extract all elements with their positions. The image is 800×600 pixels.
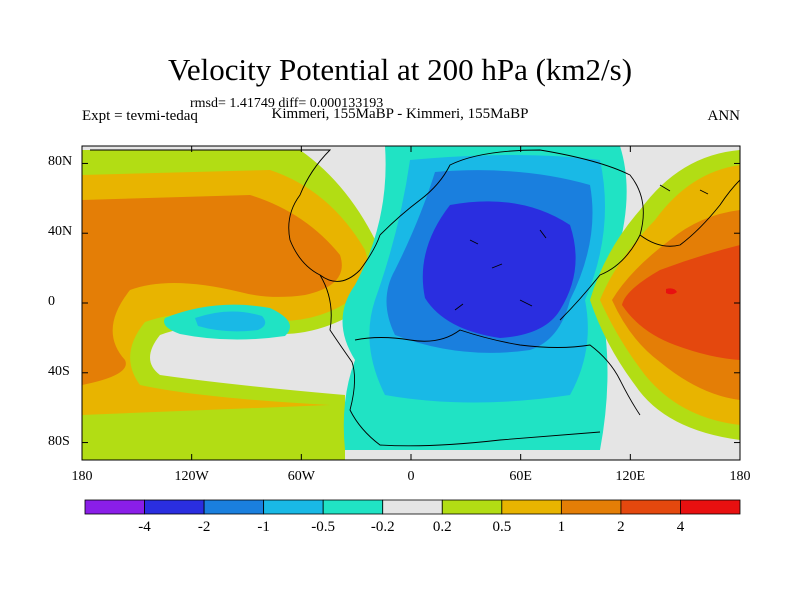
colorbar-swatch <box>441 499 503 515</box>
season-label: ANN <box>707 108 741 124</box>
experiment-label: Expt = tevmi-tedaq <box>82 108 198 124</box>
colorbar-label: -2 <box>197 519 211 535</box>
colorbar-label: 4 <box>676 519 685 535</box>
y-tick-label: 0 <box>48 294 55 309</box>
coast-north-america <box>90 149 381 282</box>
colorbar-swatch <box>680 499 741 515</box>
colorbar-label: -0.5 <box>311 519 336 535</box>
coast-laurasia <box>379 149 644 321</box>
y-tick-label: 80N <box>48 154 73 170</box>
colorbar-swatch <box>322 499 384 515</box>
y-tick-label: 40S <box>48 363 70 379</box>
colorbar-label: 1 <box>557 519 566 535</box>
colorbar-label: -0.2 <box>370 519 395 535</box>
page-title: Velocity Potential at 200 hPa (km2/s) <box>167 52 633 87</box>
x-tick-label: 60W <box>287 469 315 484</box>
colorbar-swatch <box>84 499 145 515</box>
contour-fields <box>82 146 740 460</box>
x-tick-label: 0 <box>407 469 415 484</box>
colorbar-swatch <box>263 499 324 515</box>
contour-positive-west-1 <box>82 195 342 385</box>
colorbar-swatch <box>560 499 622 515</box>
x-tick-label: 120E <box>615 469 646 484</box>
coast-gondwana <box>354 329 641 416</box>
contour-negative-central-2 <box>422 201 576 338</box>
x-tick-label: 60E <box>509 469 532 484</box>
contour-positive-east-4 <box>666 288 677 295</box>
colorbar-swatch <box>203 499 265 515</box>
colorbar <box>84 499 741 515</box>
colorbar-swatch <box>144 499 205 515</box>
x-tick-label: 180 <box>729 469 751 484</box>
x-tick-label: 120W <box>174 469 209 484</box>
coast-east-asia <box>639 179 740 247</box>
rmsd-diff-stats: rmsd= 1.41749 diff= 0.000133193 <box>190 96 384 111</box>
colorbar-label: 0.5 <box>492 519 512 535</box>
axis-ticks <box>81 146 741 460</box>
contour-positive-east-2 <box>622 245 740 360</box>
coast-south-america <box>319 274 601 447</box>
x-tick-label: 180 <box>71 469 93 484</box>
colorbar-swatch <box>620 499 681 515</box>
contour-negative-pacific-0.5 <box>195 311 266 332</box>
case-label: Kimmeri, 155MaBP - Kimmeri, 155MaBP <box>271 106 529 122</box>
y-tick-label: 40N <box>48 224 73 240</box>
colorbar-label: -1 <box>257 519 270 535</box>
y-tick-label: 80S <box>48 433 70 449</box>
colorbar-label: 2 <box>617 519 625 535</box>
colorbar-label: 0.2 <box>432 519 452 535</box>
colorbar-swatch <box>382 499 443 515</box>
continent-outlines <box>90 149 740 447</box>
coast-islands <box>454 184 709 311</box>
colorbar-label: -4 <box>138 519 151 535</box>
colorbar-swatch <box>501 499 562 515</box>
